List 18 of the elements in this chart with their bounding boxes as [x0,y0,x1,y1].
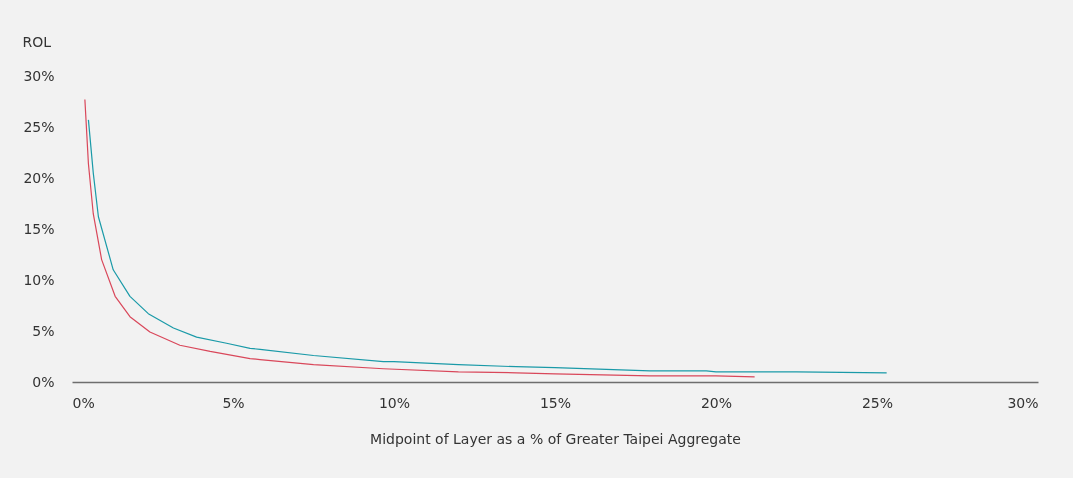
y-tick-label: 15% [23,220,55,237]
x-tick-label: 25% [861,394,894,411]
y-tick-label: 5% [32,322,55,339]
x-tick-label: 20% [700,394,733,411]
line-series [87,119,888,374]
y-tick-label: 0% [32,373,55,390]
y-tick-label: 25% [23,118,55,135]
y-axis-title: ROL [22,33,52,50]
x-tick-label: 10% [378,394,411,411]
x-tick-label: 5% [222,394,245,411]
y-tick-label: 10% [23,271,55,288]
line-series [84,98,756,378]
x-axis-title: Midpoint of Layer as a % of Greater Taipei Aggregate [370,430,741,447]
y-tick-label: 20% [23,169,55,186]
x-tick-label: 15% [539,394,572,411]
x-tick-label: 30% [1007,394,1039,411]
x-tick-label: 0% [72,394,95,411]
y-tick-label: 30% [23,67,55,84]
